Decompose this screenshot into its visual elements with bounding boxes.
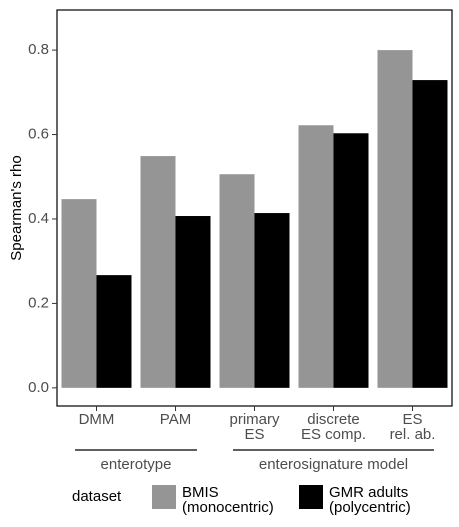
bar <box>96 275 132 388</box>
legend-swatch <box>299 485 323 509</box>
bar <box>254 213 290 388</box>
y-tick-label: 0.0 <box>28 379 49 396</box>
group-label: enterosignature model <box>259 456 408 473</box>
bar <box>61 199 97 388</box>
bar <box>140 156 176 388</box>
bar <box>219 174 255 388</box>
y-tick-label: 0.6 <box>28 126 49 143</box>
legend-swatch <box>152 485 176 509</box>
bar <box>377 50 413 388</box>
x-tick-label: ES rel. ab. <box>390 411 436 443</box>
y-tick-label: 0.4 <box>28 210 49 227</box>
legend-label: BMIS (monocentric) <box>182 484 274 516</box>
y-tick-label: 0.2 <box>28 294 49 311</box>
bar <box>298 125 334 388</box>
bar <box>175 216 211 388</box>
y-tick-label: 0.8 <box>28 41 49 58</box>
y-axis-label: Spearman's rho <box>8 155 25 260</box>
bar <box>412 80 448 388</box>
group-label: enterotype <box>101 456 172 473</box>
x-tick-label: PAM <box>160 411 191 428</box>
x-tick-label: primary ES <box>229 411 280 443</box>
legend-title: dataset <box>72 488 122 505</box>
x-tick-label: DMM <box>79 411 115 428</box>
bar <box>333 133 369 388</box>
legend-label: GMR adults (polycentric) <box>329 484 411 516</box>
x-tick-label: discrete ES comp. <box>301 411 366 443</box>
